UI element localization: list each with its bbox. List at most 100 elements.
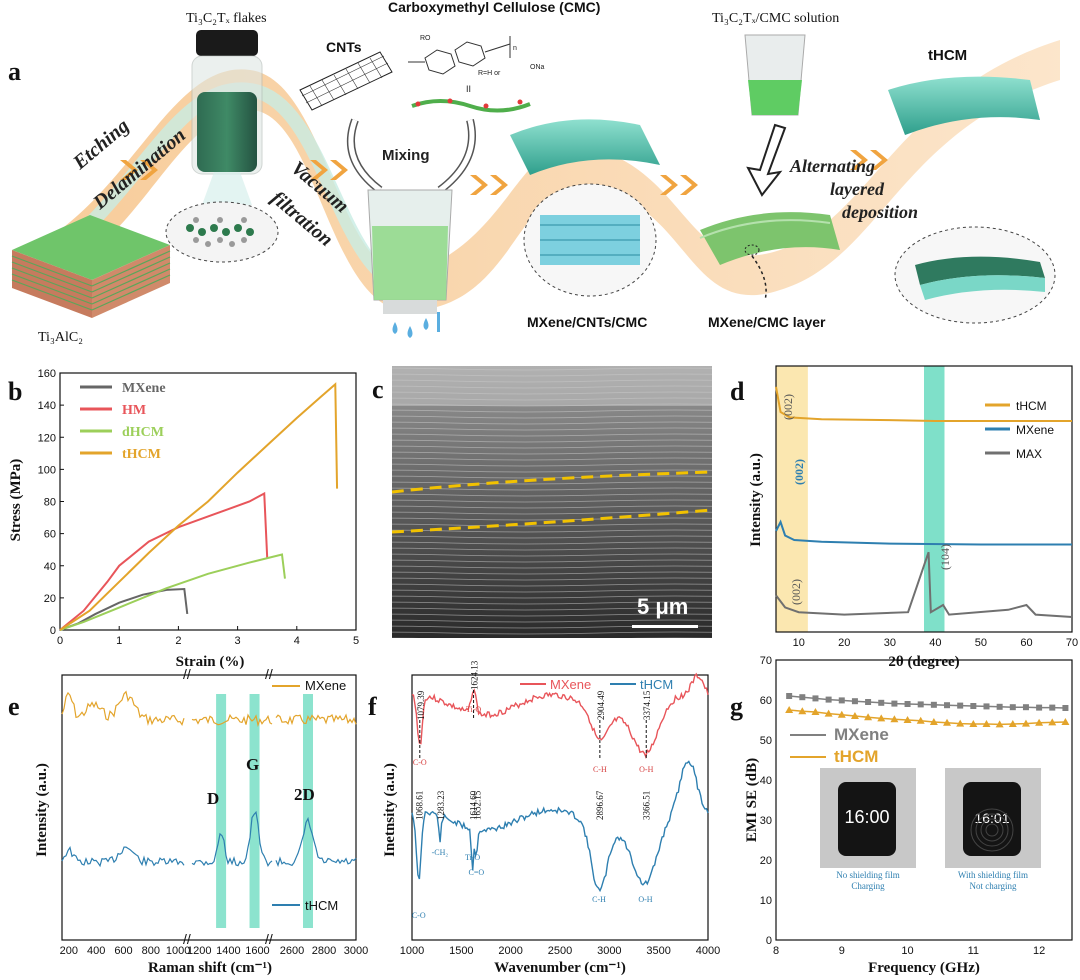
marker-MXene [904,701,911,707]
marker-tHCM [1021,719,1030,727]
legend-label-MAX: MAX [1016,447,1042,461]
highlight-002 [776,366,808,632]
legend-label-dHCM: dHCM [122,425,164,440]
series-line-MAX [775,551,1073,618]
tick-label: 1 [116,635,122,647]
legend-label-MXene: MXene [305,678,346,693]
watch-ring [980,818,1004,842]
tick-label: 4 [294,635,300,647]
watch-time: 16:00 [844,807,889,827]
bond-label: C-O [412,911,426,920]
panel-letter-b: b [8,377,22,406]
marker-tHCM [903,716,912,723]
tick-label: 10 [760,895,772,907]
axis-break: // [265,666,273,682]
series-line-tHCM [61,810,357,868]
tick-label: 1200 [187,945,211,957]
cmc-na: ONa [530,64,545,71]
thcm-circle [894,226,1056,324]
marker-tHCM [1061,718,1070,725]
x-axis-label: Frequency (GHz) [868,960,980,976]
panel-letter-a: a [8,57,21,86]
tick-label: 50 [760,735,772,747]
axis-break: // [183,666,191,682]
marker-MXene [917,701,924,708]
bond-label: Ti-O [465,853,480,862]
marker-MXene [1009,704,1016,711]
tick-label: 1400 [216,945,240,957]
marker-tHCM [811,708,820,715]
watch-ring [970,808,1014,852]
cmc-chain [411,99,531,113]
tick-label: 30 [760,815,772,827]
legend-label-MXene: MXene [834,725,889,744]
tick-label: 0 [57,635,63,647]
marker-tHCM [982,720,991,727]
bond-label: -CH₂ [432,848,449,857]
marker-tHCM [890,715,899,723]
panel-letter-g: g [730,692,743,721]
inset-caption-1: No shielding film [836,870,900,880]
label-etching: Etching [68,115,133,175]
series-line-dHCM [59,553,286,631]
sem-boundary-top [391,470,713,494]
label-ti3alc2: Ti₃AlC₂ [38,330,83,345]
bond-label: C-O [413,758,427,767]
series-line-tHCM [789,709,1066,726]
tick-label: 1600 [245,945,269,957]
peak-annotation: (002) [781,394,795,420]
tick-label: 800 [142,945,160,957]
tick-label: 0 [766,935,772,947]
peak-annotation: (104) [938,544,952,570]
marker-MXene [983,703,990,710]
marker-MXene [996,703,1003,710]
marker-tHCM [1008,720,1017,727]
panel-letter-c: c [372,375,384,404]
marker-MXene [930,701,937,708]
tick-label: 60 [44,529,56,541]
tick-label: 8 [773,945,779,957]
sem-scale-label: 5 μm [637,594,688,619]
inset-caption-2: Not charging [969,881,1017,891]
y-axis-label: EMI SE (dB) [744,758,760,842]
band-label: D [207,789,219,808]
marker-MXene [944,702,951,709]
series-line-tHCM [59,382,339,631]
label-alternating: Alternating [789,156,875,176]
marker-MXene [825,696,832,703]
solution-beaker [744,34,806,116]
plot-frame [61,674,357,941]
tick-label: 3000 [344,945,368,957]
tick-label: 40 [929,637,941,649]
sem-boundary-bottom [391,508,713,534]
tick-label: 160 [38,368,56,380]
y-axis-label: Stress (MPa) [8,459,24,542]
tick-label: 70 [760,655,772,667]
filtration-beaker [367,189,453,338]
series-line-MXene [775,519,1072,546]
inset-caption-1: With shielding film [958,870,1028,880]
tick-label: 10 [793,637,805,649]
legend-label-tHCM: tHCM [1016,399,1047,413]
peak-label: 2904.49 [596,690,606,720]
tick-label: 2000 [498,945,522,957]
cmc-chain-dots [415,98,523,109]
mxene-cnt-cmc-circle [523,183,657,297]
tick-label: 100 [38,464,56,476]
tick-label: 5 [353,635,359,647]
label-mixing: Mixing [382,147,430,164]
axis-break: // [183,931,191,947]
tick-label: 120 [38,432,56,444]
marker-MXene [957,702,964,709]
tick-label: 200 [60,945,78,957]
tick-label: 1500 [449,945,473,957]
legend-label-tHCM: tHCM [640,677,673,692]
bond-label: O-H [638,895,652,904]
peak-label: 1614.60 [469,790,479,820]
ti3alc2-block [11,215,171,318]
label-mxene-cmc-layer: MXene/CMC layer [708,314,826,330]
peak-label: 3366.51 [641,791,651,820]
legend-label-MXene: MXene [550,677,591,692]
cmc-ro: RO [420,35,431,42]
